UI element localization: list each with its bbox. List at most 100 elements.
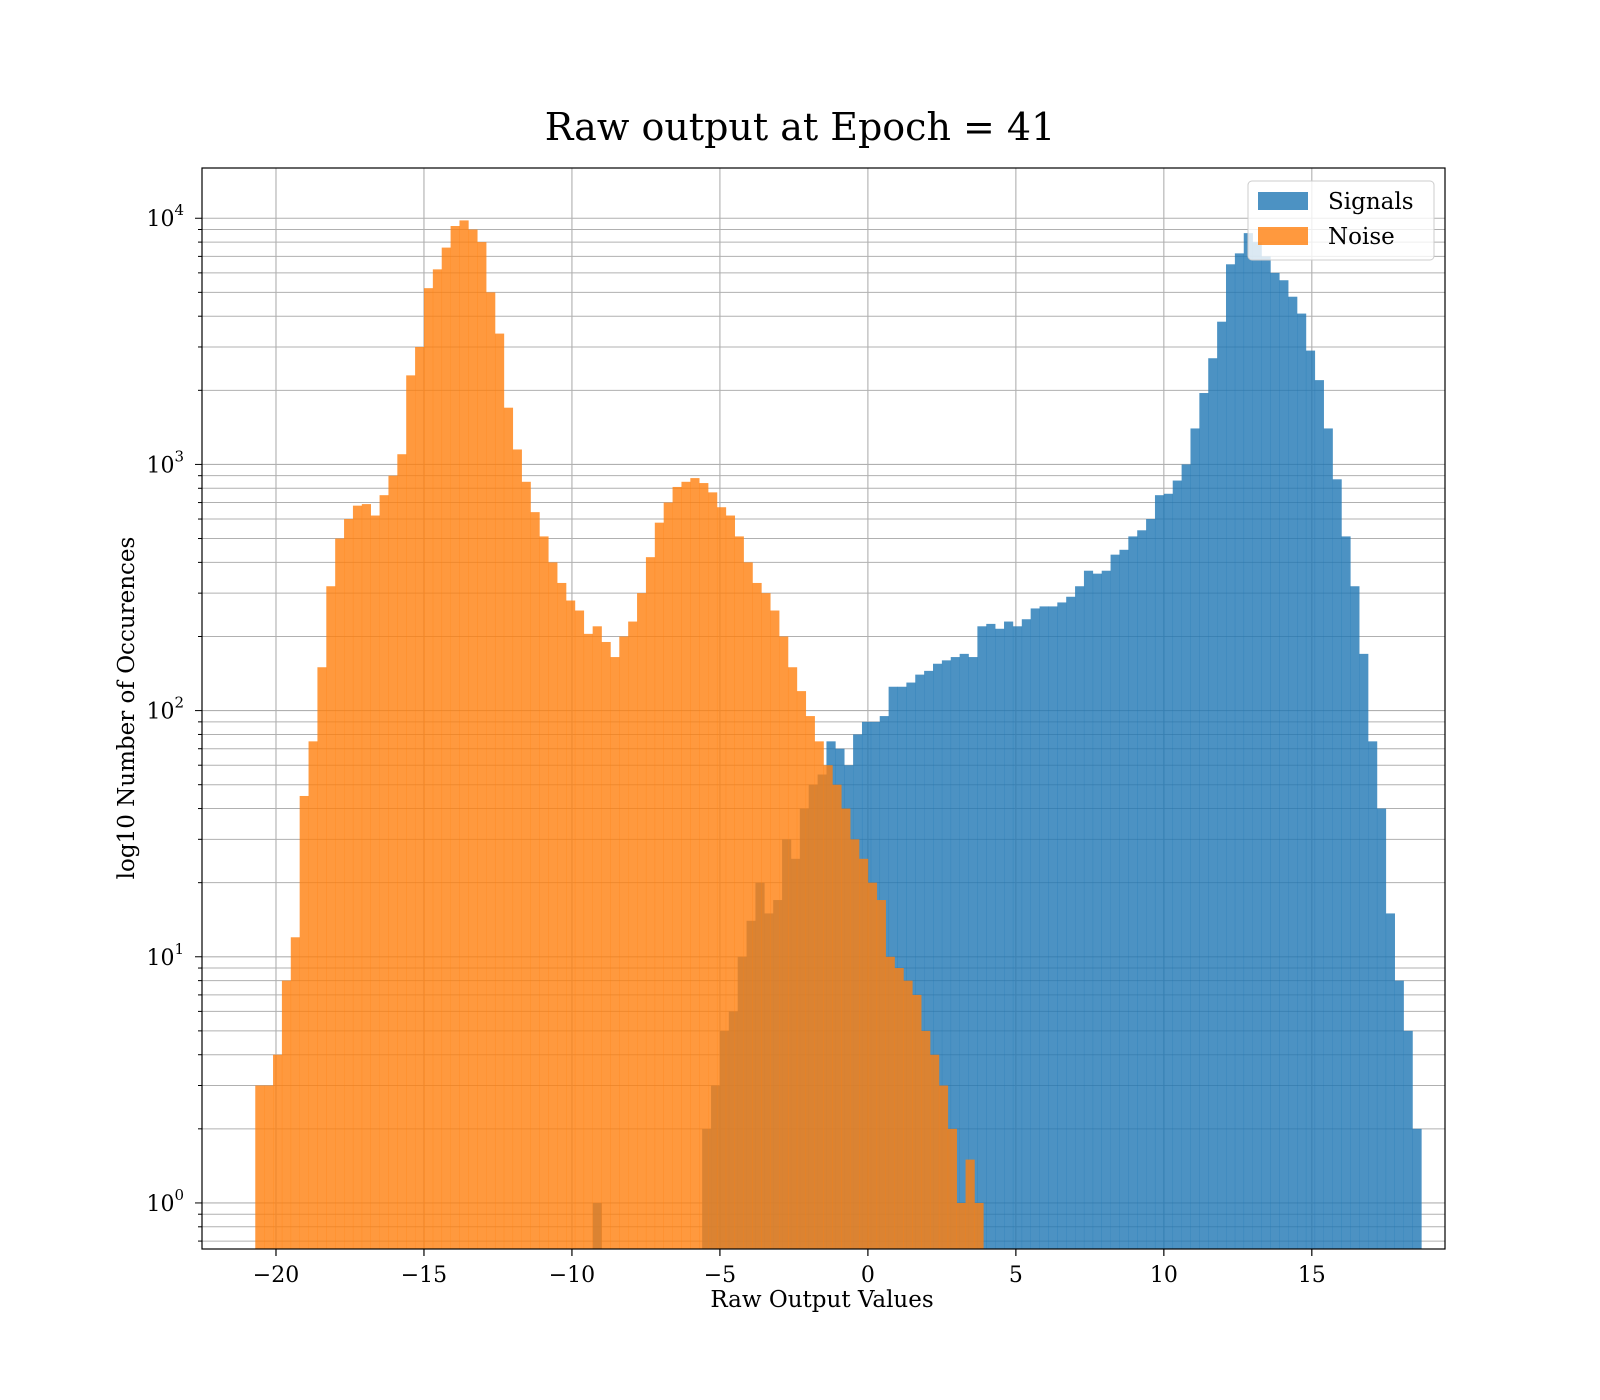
bar-noise — [965, 1159, 975, 1249]
bar-noise — [539, 536, 549, 1249]
bar-noise — [290, 937, 300, 1249]
bar-noise — [255, 1085, 265, 1249]
bar-noise — [281, 980, 292, 1249]
bar-signals — [1137, 530, 1147, 1249]
bar-noise — [930, 1054, 940, 1249]
bar-noise — [317, 667, 327, 1249]
bar-signals — [1403, 1030, 1413, 1249]
bar-signals — [1208, 358, 1218, 1250]
bar-signals — [1181, 464, 1191, 1249]
legend-label-noise: Noise — [1328, 224, 1395, 250]
bar-noise — [486, 292, 496, 1249]
legend-swatch-signals — [1258, 192, 1308, 210]
bar-noise — [770, 610, 780, 1249]
bar-signals — [1199, 393, 1209, 1249]
bar-noise — [716, 507, 727, 1249]
bar-signals — [1305, 350, 1316, 1249]
tick-layer: −20 −15 −10 −5 0 5 10 15 100 101 102 103 104 — [146, 201, 1325, 1288]
bar-signals — [1066, 596, 1076, 1249]
bar-noise — [273, 1054, 283, 1249]
bar-noise — [885, 956, 895, 1249]
bar-noise — [379, 495, 389, 1249]
chart-title: Raw output at Epoch = 41 — [545, 105, 1056, 149]
bar-noise — [601, 641, 611, 1249]
x-tick-label: −15 — [401, 1263, 447, 1288]
bar-noise — [637, 593, 647, 1249]
bar-noise — [557, 582, 567, 1249]
bar-signals — [977, 626, 987, 1249]
bar-noise — [752, 582, 762, 1249]
bar-noise — [672, 486, 682, 1249]
bar-noise — [859, 858, 869, 1249]
bar-signals — [933, 663, 943, 1249]
bar-signals — [1261, 256, 1271, 1249]
bar-signals — [1012, 626, 1023, 1249]
bar-noise — [654, 522, 664, 1249]
x-tick-label: 5 — [1009, 1263, 1023, 1288]
x-axis-label: Raw Output Values — [710, 1287, 933, 1313]
bar-signals — [1225, 264, 1236, 1249]
bar-signals — [1146, 519, 1156, 1249]
bar-signals — [1128, 536, 1138, 1249]
x-tick-label: 15 — [1298, 1263, 1326, 1288]
plot-frame — [201, 167, 1446, 1250]
bar-noise — [574, 610, 585, 1249]
bar-noise — [912, 994, 922, 1249]
legend-label-signals: Signals — [1328, 189, 1414, 215]
bar-noise — [876, 900, 886, 1249]
bar-noise — [796, 691, 807, 1249]
bar-noise — [388, 475, 398, 1249]
bar-signals — [1288, 296, 1298, 1249]
bar-noise — [441, 247, 451, 1250]
bar-signals — [986, 623, 996, 1249]
bar-noise — [805, 716, 815, 1249]
bar-signals — [924, 670, 934, 1249]
bar-signals — [1252, 242, 1262, 1249]
bar-signals — [1163, 493, 1174, 1249]
bar-noise — [503, 407, 514, 1250]
bar-signals — [1092, 573, 1102, 1249]
bar-signals — [1394, 980, 1404, 1249]
bar-noise — [681, 481, 691, 1250]
bar-noise — [779, 636, 789, 1249]
bar-noise — [406, 375, 416, 1249]
x-tick-label: 0 — [861, 1263, 875, 1288]
bar-signals — [1039, 606, 1049, 1249]
y-tick-label: 103 — [146, 447, 184, 478]
bar-noise — [344, 519, 354, 1249]
bar-noise — [823, 765, 833, 1249]
x-tick-label: 10 — [1150, 1263, 1178, 1288]
bar-noise — [761, 593, 771, 1249]
bar-noise — [370, 515, 380, 1249]
bar-signals — [1376, 808, 1387, 1249]
bar-signals — [1243, 233, 1253, 1250]
bar-signals — [897, 686, 907, 1249]
bar-signals — [1190, 428, 1200, 1249]
bar-signals — [1270, 272, 1280, 1250]
bar-noise — [619, 636, 629, 1249]
bar-signals — [915, 674, 925, 1249]
bar-signals — [1359, 653, 1369, 1249]
bar-noise — [592, 626, 602, 1249]
x-tick-label: −5 — [704, 1263, 736, 1288]
bar-noise — [628, 621, 638, 1249]
bar-signals — [1110, 554, 1120, 1249]
bar-noise — [974, 1202, 984, 1249]
bar-signals — [1314, 380, 1324, 1249]
bar-noise — [850, 839, 860, 1249]
bar-noise — [938, 1085, 949, 1249]
bar-signals — [906, 682, 916, 1249]
bar-noise — [299, 795, 309, 1249]
bar-signals — [1101, 570, 1111, 1249]
bar-signals — [1234, 253, 1245, 1249]
bar-noise — [841, 808, 851, 1249]
bar-signals — [941, 660, 952, 1249]
bar-noise — [530, 512, 540, 1249]
bar-noise — [690, 478, 700, 1249]
bar-noise — [415, 346, 425, 1250]
bar-signals — [1004, 621, 1014, 1249]
y-axis-label: log10 Number of Occurences — [114, 537, 140, 880]
bar-signals — [1323, 428, 1333, 1249]
bar-noise — [352, 505, 363, 1250]
